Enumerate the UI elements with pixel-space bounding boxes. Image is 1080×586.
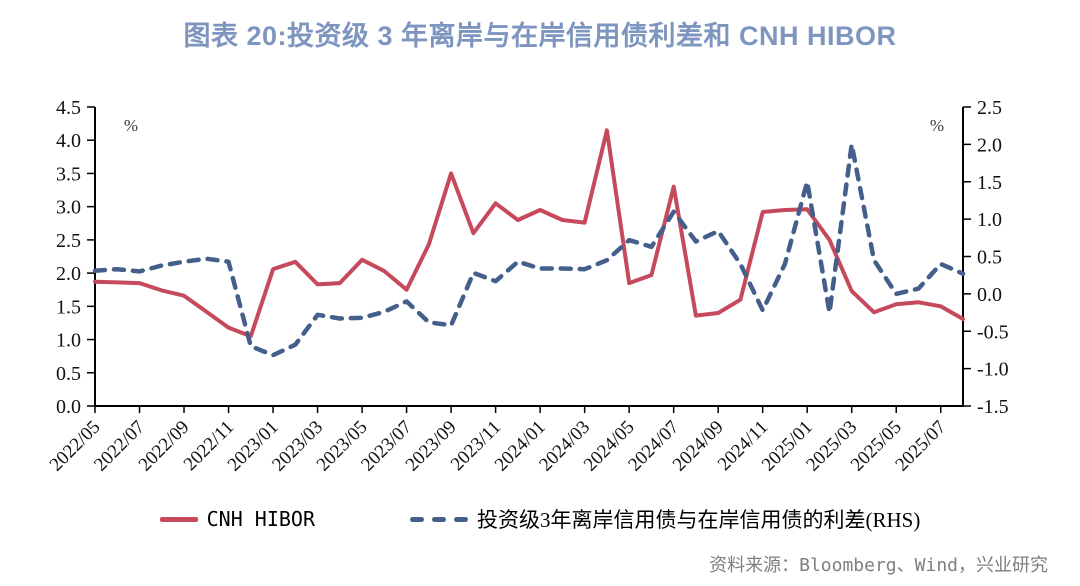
x-axis-tick-label: 2025/07 [891,417,950,476]
left-axis-tick-label: 3.0 [56,197,81,219]
left-axis-tick-label: 4.0 [56,130,81,152]
right-axis-tick-label: 1.5 [977,172,1002,194]
legend-label-cnh-hibor: CNH HIBOR [206,507,316,531]
left-axis-tick-label: 2.0 [56,263,81,285]
legend-item-spread: 投资级3年离岸信用债与在岸信用债的利差(RHS) [410,504,920,534]
right-axis-tick-label: -1.5 [977,396,1009,418]
right-axis-tick-label: -0.5 [977,321,1009,343]
x-axis-tick-label: 2022/09 [135,417,194,476]
legend: CNH HIBOR 投资级3年离岸信用债与在岸信用债的利差(RHS) [0,504,1080,534]
left-axis-tick-label: 2.5 [56,230,81,252]
legend-item-cnh-hibor: CNH HIBOR [159,507,316,531]
source-note: 资料来源：Bloomberg、Wind，兴业研究 [709,555,1048,576]
left-axis-tick-label: 0.5 [56,363,81,385]
left-axis-tick-label: 1.5 [56,296,81,318]
solid-line-swatch-icon [159,516,198,522]
left-axis-tick-label: 0.0 [56,396,81,418]
left-axis-tick-label: 3.5 [56,163,81,185]
right-axis-tick-label: 0.0 [977,284,1002,306]
right-axis-tick-label: 0.5 [977,247,1002,269]
chart-title: 图表 20:投资级 3 年离岸与在岸信用债利差和 CNH HIBOR [183,21,897,51]
right-axis-tick-label: 2.5 [977,97,1002,119]
offshore-onshore-spread-line [92,142,966,358]
left-axis-tick-label: 4.5 [56,97,81,119]
left-axis-tick-label: 1.0 [56,330,81,352]
x-axis-tick-label: 2023/09 [402,417,461,476]
right-axis-tick-label: 2.0 [977,134,1002,156]
left-axis-unit-label: % [124,116,138,135]
dashed-line-swatch-icon [410,516,469,522]
right-axis-tick-label: -1.0 [977,359,1009,381]
cnh-hibor-line [93,128,965,339]
legend-label-spread: 投资级3年离岸信用债与在岸信用债的利差(RHS) [477,508,921,532]
right-axis-unit-label: % [930,116,944,135]
x-axis-tick-label: 2024/09 [669,417,728,476]
right-axis-tick-label: 1.0 [977,209,1002,231]
